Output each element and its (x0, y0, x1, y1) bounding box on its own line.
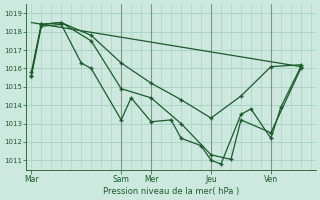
X-axis label: Pression niveau de la mer( hPa ): Pression niveau de la mer( hPa ) (103, 187, 239, 196)
